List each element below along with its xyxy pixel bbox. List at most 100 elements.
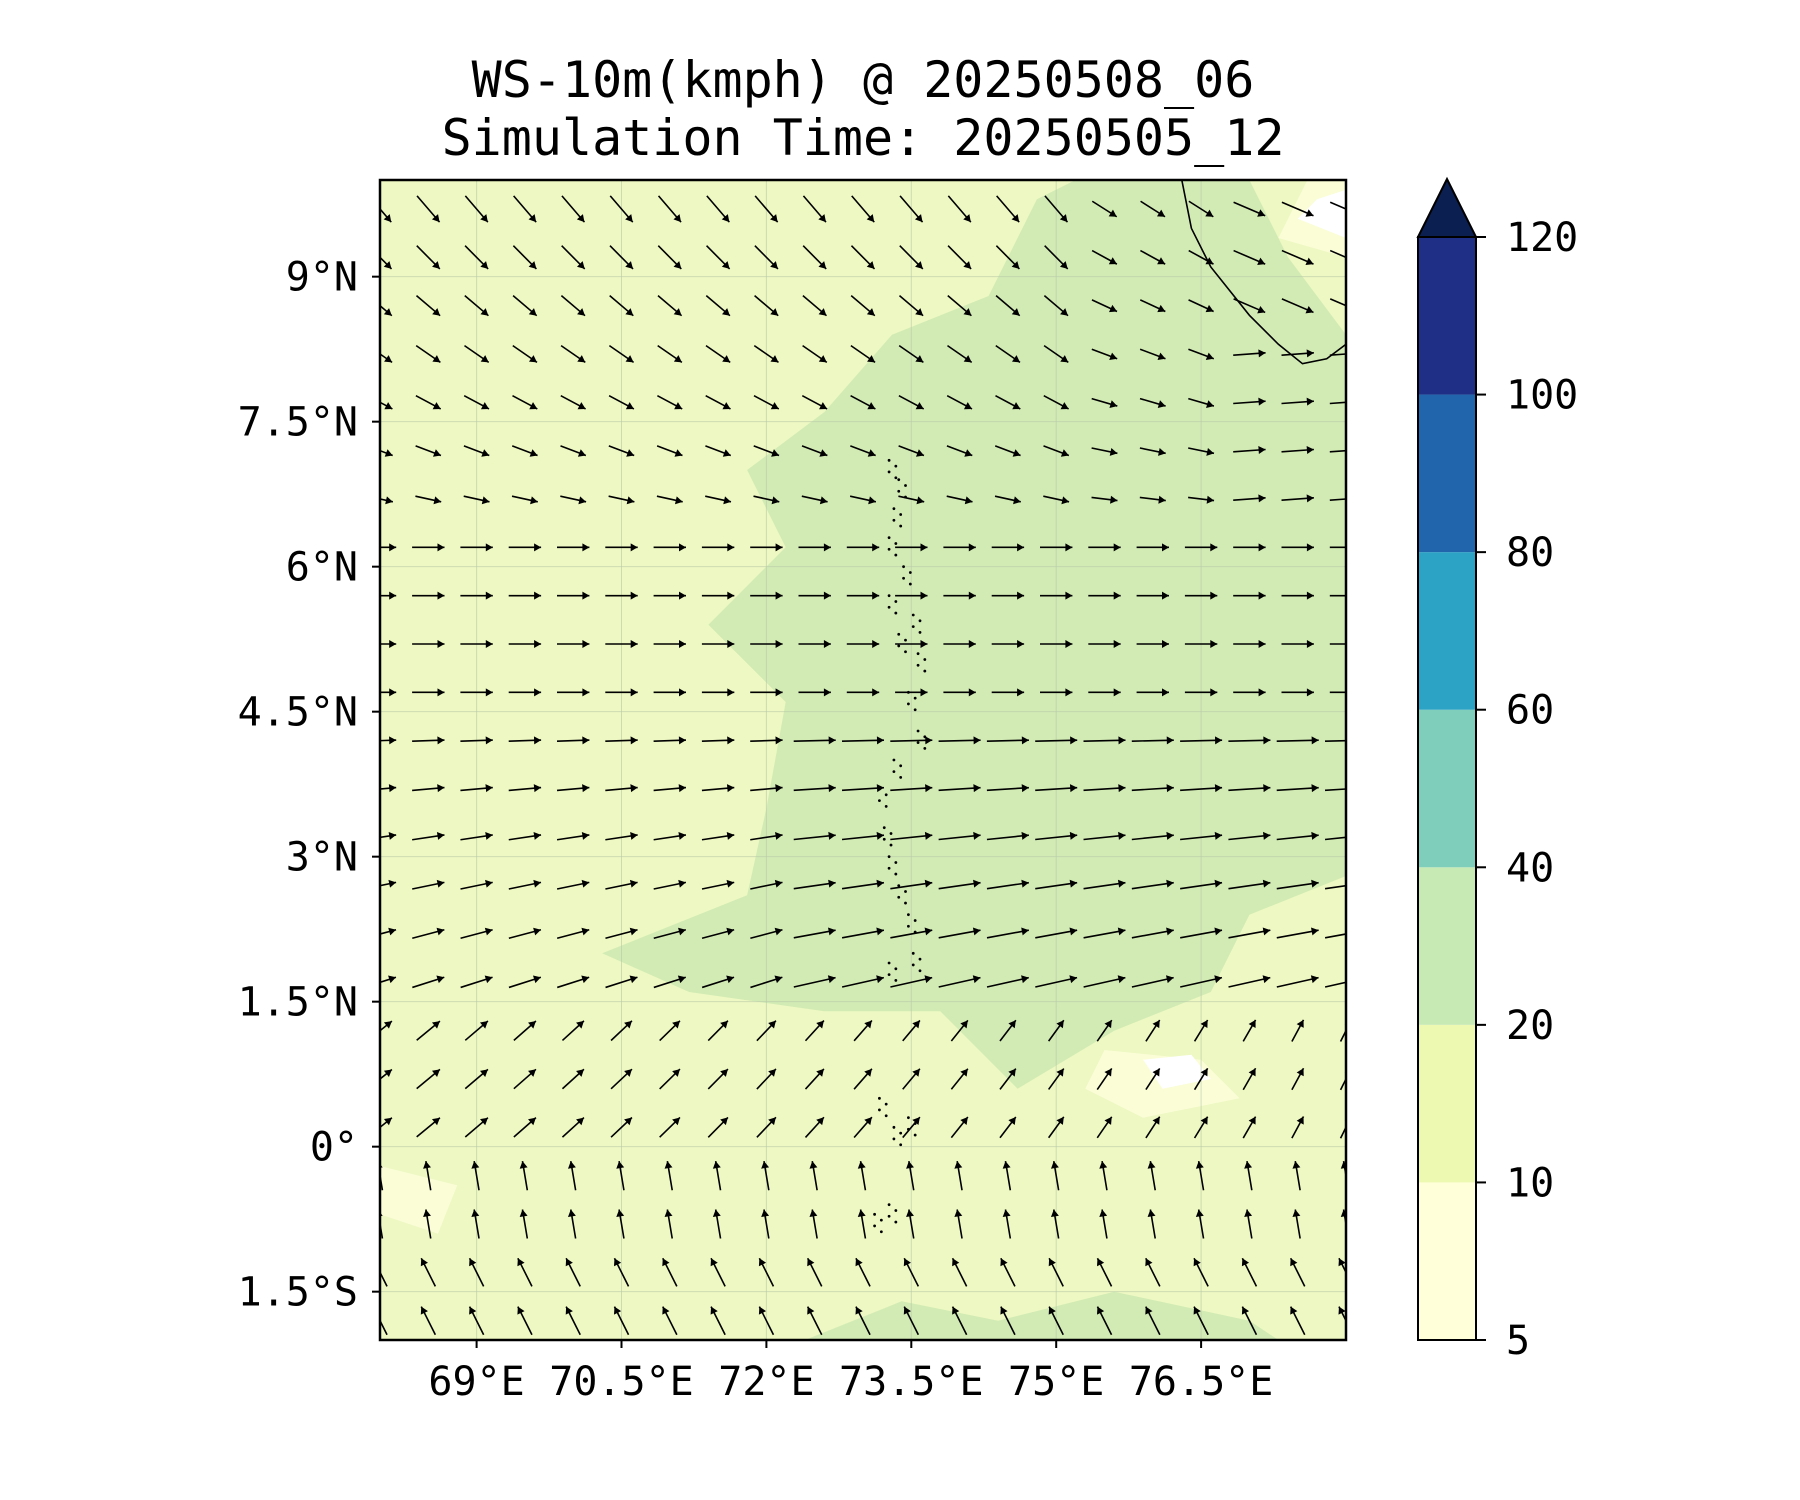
wind-vector <box>841 879 885 890</box>
wind-vector <box>1040 543 1073 552</box>
wind-vector <box>1096 1019 1113 1042</box>
wind-vector <box>1040 640 1073 648</box>
wind-vector <box>943 640 976 648</box>
wind-vector <box>938 927 981 939</box>
map-gridlines <box>380 180 1346 1340</box>
island-dot <box>907 924 910 928</box>
wind-vector <box>1242 1019 1257 1042</box>
wind-vector <box>1324 739 1346 742</box>
y-tick-label: 1.5°N <box>238 980 358 1026</box>
wind-vector <box>938 831 981 841</box>
wind-vector <box>610 1020 633 1042</box>
colorbar-segment <box>1418 867 1476 1025</box>
wind-vector <box>556 975 590 989</box>
island-dot <box>918 631 922 634</box>
wind-vector <box>1002 1209 1012 1239</box>
wind-vector <box>380 207 392 223</box>
coastline <box>1181 180 1346 365</box>
wind-vector <box>1091 348 1118 361</box>
wind-vector <box>1180 879 1223 890</box>
x-tick-label: 69°E <box>428 1359 524 1405</box>
wind-vector <box>1329 546 1346 549</box>
wind-vector <box>707 1068 729 1090</box>
wind-vector <box>853 1019 873 1042</box>
wind-vector <box>380 1068 393 1081</box>
wind-vector <box>608 445 635 457</box>
island-dot <box>887 961 891 965</box>
island-dot <box>884 805 888 808</box>
wind-vector <box>508 543 542 552</box>
wind-vector <box>1324 933 1346 939</box>
wind-vector <box>616 1161 625 1191</box>
wind-vector <box>946 394 973 410</box>
wind-vector <box>567 1161 577 1191</box>
wind-vector <box>380 1117 393 1129</box>
wind-vector <box>1180 975 1223 988</box>
island-dot <box>878 1108 881 1112</box>
island-dot <box>911 625 915 628</box>
wind-vector <box>460 688 493 697</box>
wind-vector <box>806 1306 823 1336</box>
island-dot <box>878 1096 881 1100</box>
wind-vector <box>793 879 836 890</box>
wind-vector <box>412 927 445 939</box>
wind-vector <box>753 344 779 364</box>
wind-vector <box>464 1117 489 1138</box>
wind-vector <box>556 879 590 890</box>
island-dot <box>894 872 898 876</box>
wind-vector <box>1233 298 1266 314</box>
wind-vector <box>1188 249 1214 265</box>
wind-vector <box>943 688 976 697</box>
wind-vector <box>705 495 732 505</box>
island-dot <box>878 799 881 802</box>
wind-vector <box>1329 249 1346 259</box>
wind-vector <box>1145 1067 1161 1091</box>
wind-vector <box>750 640 783 648</box>
wind-vector <box>710 1257 726 1287</box>
wind-vector <box>1281 349 1314 358</box>
wind-vector <box>613 1306 630 1336</box>
wind-vector <box>1329 691 1346 694</box>
wind-vector <box>653 975 687 989</box>
wind-vector <box>802 195 827 223</box>
wind-vector <box>701 640 735 648</box>
wind-vector <box>1340 1209 1346 1229</box>
wind-vector <box>412 591 445 600</box>
island-dot <box>913 1133 917 1137</box>
colorbar-segment <box>1418 237 1476 395</box>
island-dot <box>907 1116 910 1120</box>
island-dot <box>892 1125 896 1129</box>
wind-vector <box>890 736 933 745</box>
wind-vector <box>1329 201 1346 210</box>
wind-vector <box>707 1020 729 1042</box>
figure-title: WS-10m(kmph) @ 20250508_06 Simulation Ti… <box>442 51 1285 167</box>
wind-vector <box>750 975 783 989</box>
island-dot <box>889 843 893 847</box>
coastline-layer <box>1181 180 1346 365</box>
wind-vector <box>1136 543 1169 552</box>
wind-vector <box>1242 1116 1257 1139</box>
wind-vector <box>1047 1116 1065 1139</box>
wind-vector <box>1147 1161 1157 1191</box>
wind-vector <box>846 640 880 648</box>
wind-vector <box>605 591 638 600</box>
island-dot <box>892 758 896 762</box>
wind-vector <box>1048 1306 1064 1336</box>
island-dot <box>899 764 903 768</box>
wind-vector <box>513 195 537 223</box>
wind-vector <box>1040 591 1073 600</box>
wind-vector <box>460 927 493 939</box>
wind-vector <box>416 245 441 270</box>
wind-vector <box>898 394 925 410</box>
wind-vector <box>898 495 925 505</box>
colorbar-segment <box>1418 552 1476 710</box>
wind-vector <box>1035 975 1078 988</box>
island-dot <box>923 669 927 673</box>
wind-vector <box>464 295 489 317</box>
x-tick-label: 75°E <box>1008 1359 1104 1405</box>
wind-vector <box>1233 349 1266 358</box>
wind-vector <box>1241 1257 1258 1287</box>
wind-vector <box>1281 543 1314 552</box>
island-dot <box>889 832 893 835</box>
y-tick-label: 3°N <box>286 835 358 881</box>
